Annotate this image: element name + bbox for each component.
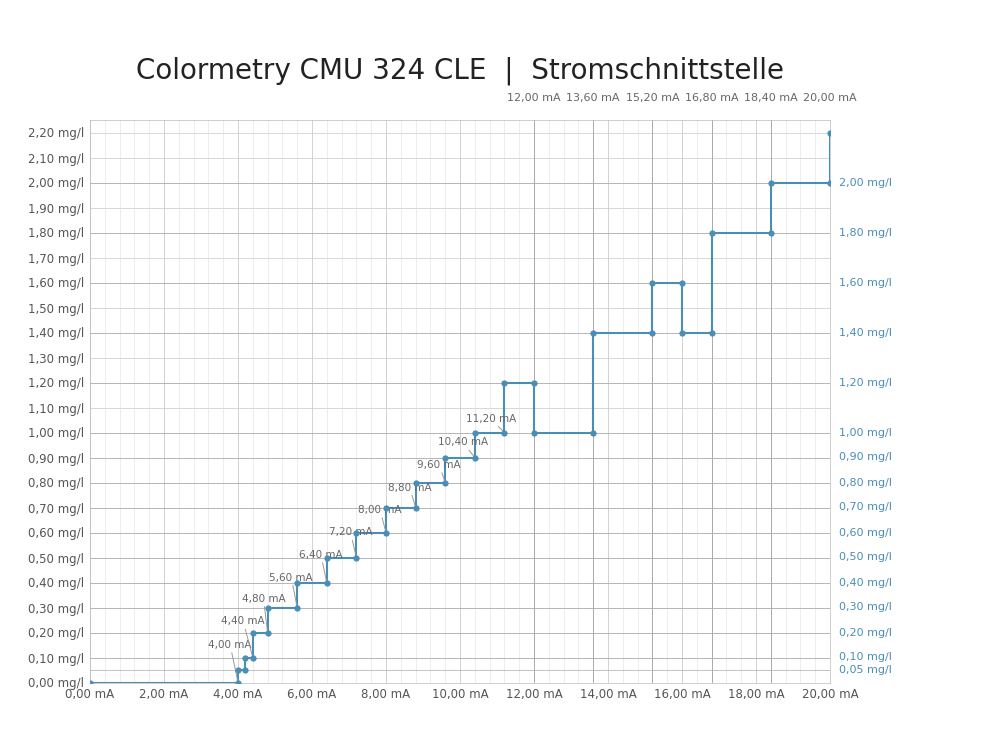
Text: 1,20 mg/l: 1,20 mg/l xyxy=(839,377,892,388)
Text: 10,40 mA: 10,40 mA xyxy=(438,437,488,458)
Text: 0,50 mg/l: 0,50 mg/l xyxy=(839,553,892,562)
Text: 18,40 mA: 18,40 mA xyxy=(744,92,798,103)
Text: 15,20 mA: 15,20 mA xyxy=(626,92,679,103)
Text: 7,20 mA: 7,20 mA xyxy=(329,527,372,557)
Text: 20,00 mA: 20,00 mA xyxy=(803,92,857,103)
Text: 8,00 mA: 8,00 mA xyxy=(358,505,402,532)
Text: 0,80 mg/l: 0,80 mg/l xyxy=(839,478,892,488)
Text: 2,00 mg/l: 2,00 mg/l xyxy=(839,178,892,188)
Text: 6,40 mA: 6,40 mA xyxy=(299,550,343,583)
Text: 1,40 mg/l: 1,40 mg/l xyxy=(839,328,892,338)
Text: 1,00 mg/l: 1,00 mg/l xyxy=(839,427,892,437)
Text: 12,00 mA: 12,00 mA xyxy=(507,92,561,103)
Text: 0,05 mg/l: 0,05 mg/l xyxy=(839,665,892,675)
Title: Colormetry CMU 324 CLE  |  Stromschnittstelle: Colormetry CMU 324 CLE | Stromschnittste… xyxy=(136,56,784,85)
Text: 13,60 mA: 13,60 mA xyxy=(566,92,620,103)
Text: 0,30 mg/l: 0,30 mg/l xyxy=(839,602,892,613)
Text: 11,20 mA: 11,20 mA xyxy=(466,414,516,433)
Text: 4,00 mA: 4,00 mA xyxy=(208,640,252,682)
Text: 1,80 mg/l: 1,80 mg/l xyxy=(839,227,892,238)
Text: 9,60 mA: 9,60 mA xyxy=(417,460,461,482)
Text: 1,60 mg/l: 1,60 mg/l xyxy=(839,278,892,287)
Text: 0,90 mg/l: 0,90 mg/l xyxy=(839,452,892,463)
Text: 16,80 mA: 16,80 mA xyxy=(685,92,738,103)
Text: 0,10 mg/l: 0,10 mg/l xyxy=(839,652,892,662)
Text: 4,80 mA: 4,80 mA xyxy=(242,594,285,632)
Text: 5,60 mA: 5,60 mA xyxy=(269,572,313,608)
Text: 8,80 mA: 8,80 mA xyxy=(388,482,431,508)
Text: 0,20 mg/l: 0,20 mg/l xyxy=(839,628,892,638)
Text: 4,40 mA: 4,40 mA xyxy=(221,616,265,658)
Text: 0,70 mg/l: 0,70 mg/l xyxy=(839,503,892,512)
Text: 0,40 mg/l: 0,40 mg/l xyxy=(839,578,892,587)
Text: 0,60 mg/l: 0,60 mg/l xyxy=(839,527,892,538)
